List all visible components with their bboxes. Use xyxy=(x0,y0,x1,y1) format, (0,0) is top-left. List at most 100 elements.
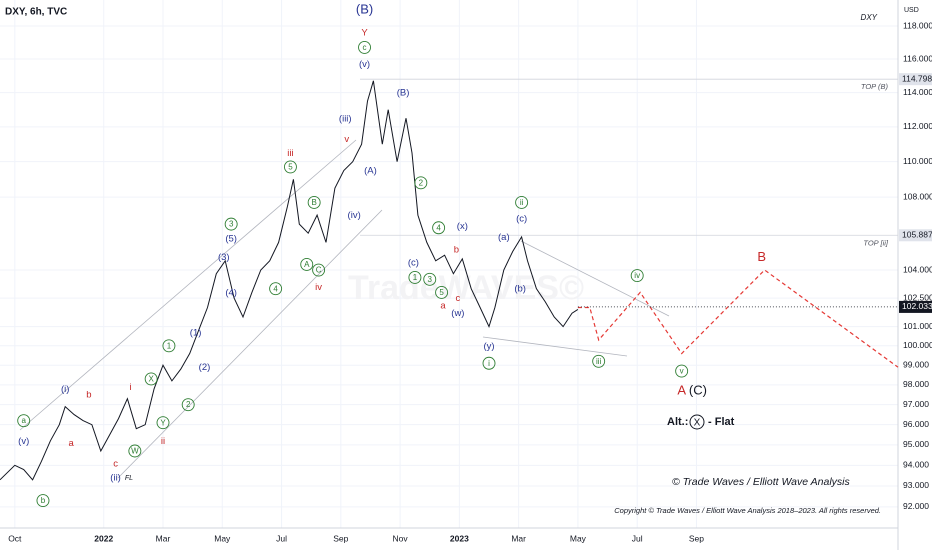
wave-label: 1 xyxy=(413,273,418,282)
wave-label: 2 xyxy=(419,178,424,187)
wave-label: b xyxy=(86,390,91,401)
wave-label: 3 xyxy=(428,275,433,284)
wave-label: iv xyxy=(315,282,322,293)
x-tick-label: May xyxy=(214,533,231,543)
wave-circle xyxy=(312,263,326,277)
copyright: Copyright © Trade Waves / Elliott Wave A… xyxy=(614,506,881,515)
y-tick-label: 104.000 xyxy=(903,264,932,274)
wave-label: iii xyxy=(287,148,293,159)
wave-label: b xyxy=(41,496,46,505)
y-tick-label: 98.000 xyxy=(903,379,929,389)
wave-label: b xyxy=(454,245,459,256)
y-tick-label: 112.000 xyxy=(903,121,932,131)
level-value: 105.887 xyxy=(902,230,932,240)
price-line xyxy=(0,80,579,481)
wave-label: i xyxy=(488,359,490,368)
grid xyxy=(0,0,898,528)
wave-label: (B) xyxy=(356,2,373,17)
wave-label: iii xyxy=(596,357,602,366)
y-tick-label: 101.000 xyxy=(903,321,932,331)
wave-label: a xyxy=(68,438,74,449)
trend-lines xyxy=(19,139,670,479)
wave-circle xyxy=(156,416,170,430)
wave-circle xyxy=(423,272,437,286)
wave-label: W xyxy=(131,447,139,456)
wave-label: (iv) xyxy=(348,210,361,221)
alt-wave: X xyxy=(694,418,701,429)
wave-label: (c) xyxy=(516,214,527,225)
wave-label: A xyxy=(677,383,686,398)
wave-label: (a) xyxy=(498,232,510,243)
wave-label: (B) xyxy=(397,88,410,99)
wave-circle xyxy=(592,354,606,368)
alt-prefix: Alt.: xyxy=(667,416,688,428)
y-tick-label: 93.000 xyxy=(903,480,929,490)
wave-label: (A) xyxy=(364,165,377,176)
level-box xyxy=(899,229,932,242)
wave-label: (v) xyxy=(18,436,29,447)
wave-label: (b) xyxy=(514,284,526,295)
last-price-box xyxy=(899,300,932,313)
wave-label: 4 xyxy=(436,223,441,232)
wave-label: 3 xyxy=(229,220,234,229)
wave-label: a xyxy=(440,301,446,312)
wave-label: ii xyxy=(161,436,165,447)
wave-label: (v) xyxy=(359,59,370,70)
wave-label: 5 xyxy=(288,163,293,172)
x-tick-label: Oct xyxy=(8,533,22,543)
triangle-line xyxy=(520,240,670,317)
y-tick-label: 94.000 xyxy=(903,460,929,470)
wave-circle xyxy=(435,285,449,299)
y-tick-label: 96.000 xyxy=(903,419,929,429)
y-tick-label: 116.000 xyxy=(903,53,932,63)
wave-label: Y xyxy=(361,28,368,39)
wave-circle xyxy=(224,217,238,231)
wave-label: (C) xyxy=(689,383,707,398)
y-tick-label: 110.000 xyxy=(903,156,932,166)
wave-label: v xyxy=(680,367,684,376)
x-tick-label: 2022 xyxy=(94,533,113,543)
wave-circle xyxy=(408,271,422,284)
wave-circle xyxy=(515,196,529,209)
wave-label: (4) xyxy=(225,287,237,298)
level-label: TOP [ii] xyxy=(863,238,889,247)
y-tick-label: 99.000 xyxy=(903,359,929,369)
wave-circle xyxy=(358,40,371,54)
wave-label: 2 xyxy=(186,400,191,409)
wave-circle xyxy=(36,494,50,508)
wave-label: B xyxy=(311,198,316,207)
watermark: TradeWAVES© xyxy=(348,269,584,307)
x-tick-label: Mar xyxy=(511,533,526,543)
unit-label: USD xyxy=(904,7,919,14)
wave-label: B xyxy=(757,249,766,264)
wave-label: FL xyxy=(125,475,133,482)
wave-label: c xyxy=(456,293,461,304)
alt-suffix: - Flat xyxy=(708,416,735,428)
level-label: TOP (B) xyxy=(861,82,889,91)
wave-label: (iii) xyxy=(339,113,352,124)
wave-circle xyxy=(300,258,314,271)
wave-label: (5) xyxy=(225,234,237,245)
wave-label: (i) xyxy=(61,384,69,395)
alt-circle xyxy=(689,414,705,430)
projection-line xyxy=(577,269,899,368)
symbol-label: DXY xyxy=(861,13,878,22)
x-tick-label: Nov xyxy=(393,533,409,543)
y-tick-label: 118.000 xyxy=(903,20,932,30)
brand: © Trade Waves / Elliott Wave Analysis xyxy=(672,476,850,488)
wave-label: iv xyxy=(634,271,640,280)
wave-label: (y) xyxy=(483,341,494,352)
y-tick-label: 92.000 xyxy=(903,501,929,511)
x-tick-label: Sep xyxy=(333,533,348,543)
wave-circle xyxy=(181,398,195,412)
x-tick-label: May xyxy=(570,533,587,543)
wave-label: (x) xyxy=(457,221,468,232)
wave-circle xyxy=(414,176,428,190)
wave-label: X xyxy=(148,375,154,384)
wave-label: ii xyxy=(520,198,524,207)
wave-label: i xyxy=(129,382,131,393)
y-tick-label: 114.000 xyxy=(903,87,932,97)
wave-circle xyxy=(432,221,446,235)
